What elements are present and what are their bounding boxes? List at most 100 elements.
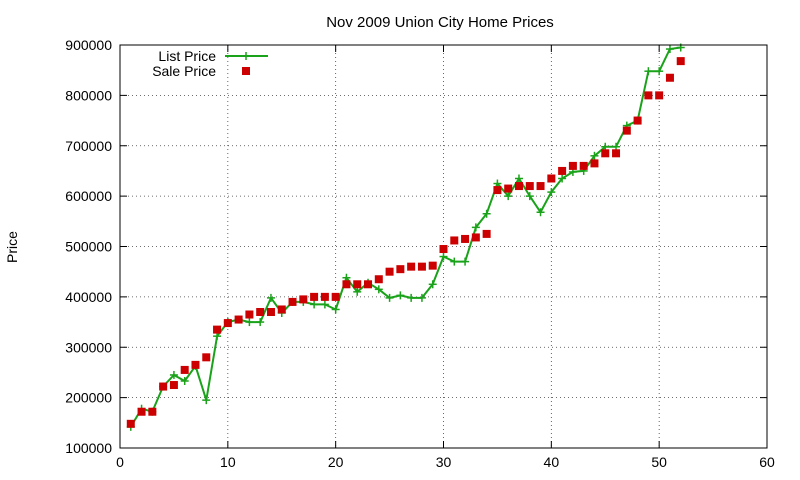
sale-price-point (558, 166, 567, 175)
sale-price-point (234, 315, 243, 324)
legend-label-sale-price: Sale Price (152, 63, 216, 79)
sale-price-point (364, 280, 373, 289)
axis-ticks: 0 10 20 30 40 50 60 100000 200000 300000 400000 500… (65, 37, 775, 470)
sale-price-point (320, 292, 329, 301)
sale-price-point (277, 305, 286, 314)
sale-price-point (191, 360, 200, 369)
list-price-point (482, 209, 491, 218)
sale-price-point (590, 159, 599, 168)
list-price-point (514, 174, 523, 183)
x-tick-label: 30 (436, 454, 452, 470)
x-tick-label: 40 (544, 454, 560, 470)
list-price-point (353, 287, 362, 296)
sale-price-point (180, 365, 189, 374)
sale-price-point (223, 319, 232, 328)
sale-price-point (568, 161, 577, 170)
sale-price-point (396, 265, 405, 274)
sale-price-point (299, 295, 308, 304)
sale-price-point (331, 292, 340, 301)
list-price-point (471, 223, 480, 232)
sale-price-point (137, 407, 146, 416)
legend: List Price Sale Price (152, 48, 268, 79)
sale-price-point (644, 91, 653, 100)
sale-price-point (245, 310, 254, 319)
sale-price-point (676, 57, 685, 66)
x-tick-label: 60 (759, 454, 775, 470)
y-tick-label: 300000 (65, 339, 112, 355)
sale-price-point (525, 182, 534, 191)
list-price-point (374, 285, 383, 294)
list-price-point (407, 293, 416, 302)
list-price-point (461, 257, 470, 266)
list-price-point (665, 45, 674, 54)
list-price-point (525, 192, 534, 201)
list-price-point (590, 151, 599, 160)
sale-price-point (622, 126, 631, 135)
sale-price-point (407, 262, 416, 271)
sale-price-point (385, 267, 394, 276)
y-tick-label: 700000 (65, 138, 112, 154)
sale-price-point (471, 233, 480, 242)
list-price-point (655, 67, 664, 76)
sale-price-point (633, 116, 642, 125)
sale-price-point (288, 297, 297, 306)
list-price-point (256, 318, 265, 327)
y-tick-label: 100000 (65, 440, 112, 456)
list-price-point (180, 377, 189, 386)
sale-price-point (655, 91, 664, 100)
sale-price-point (579, 161, 588, 170)
sale-price-point (256, 307, 265, 316)
list-price-point (396, 291, 405, 300)
y-tick-label: 600000 (65, 188, 112, 204)
plot-frame (119, 44, 768, 449)
sale-price-point (536, 182, 545, 191)
sale-price-point (504, 184, 513, 193)
series-layer (126, 43, 685, 431)
sale-price-point (601, 149, 610, 158)
sale-price-point (342, 280, 351, 289)
list-price-point (558, 174, 567, 183)
list-price-point (450, 257, 459, 266)
sale-price-point (514, 182, 523, 191)
sale-price-point (159, 382, 168, 391)
sale-price-point (547, 174, 556, 183)
x-tick-label: 20 (328, 454, 344, 470)
list-price-point (439, 252, 448, 261)
legend-label-list-price: List Price (158, 48, 216, 64)
y-tick-label: 200000 (65, 390, 112, 406)
sale-price-point (450, 236, 459, 245)
sale-price-point (126, 419, 135, 428)
sale-price-point (665, 73, 674, 82)
list-price-point (385, 293, 394, 302)
list-price-point (310, 300, 319, 309)
list-price-point (644, 67, 653, 76)
sale-price-point (482, 229, 491, 238)
sale-price-point (310, 292, 319, 301)
sale-price-point (439, 245, 448, 254)
list-price-point (547, 188, 556, 197)
sale-price-point (202, 353, 211, 362)
legend-marker-list-price (242, 52, 250, 60)
x-tick-label: 10 (220, 454, 236, 470)
sale-price-point (169, 381, 178, 390)
list-price-point (428, 280, 437, 289)
list-price-point (504, 192, 513, 201)
sale-price-point (374, 275, 383, 284)
y-tick-label: 800000 (65, 87, 112, 103)
x-tick-label: 50 (651, 454, 667, 470)
list-price-point (266, 293, 275, 302)
sale-price-point (213, 325, 222, 334)
sale-price-point (428, 261, 437, 270)
legend-marker-sale-price (242, 67, 250, 75)
y-axis-label: Price (4, 231, 20, 263)
y-tick-label: 500000 (65, 239, 112, 255)
sale-price-point (612, 149, 621, 158)
list-price-point (536, 208, 545, 217)
list-price-point (331, 305, 340, 314)
list-price-line (129, 46, 681, 428)
list-price-point (417, 293, 426, 302)
list-price-point (245, 318, 254, 327)
list-price-point (169, 370, 178, 379)
list-price-point (320, 300, 329, 309)
